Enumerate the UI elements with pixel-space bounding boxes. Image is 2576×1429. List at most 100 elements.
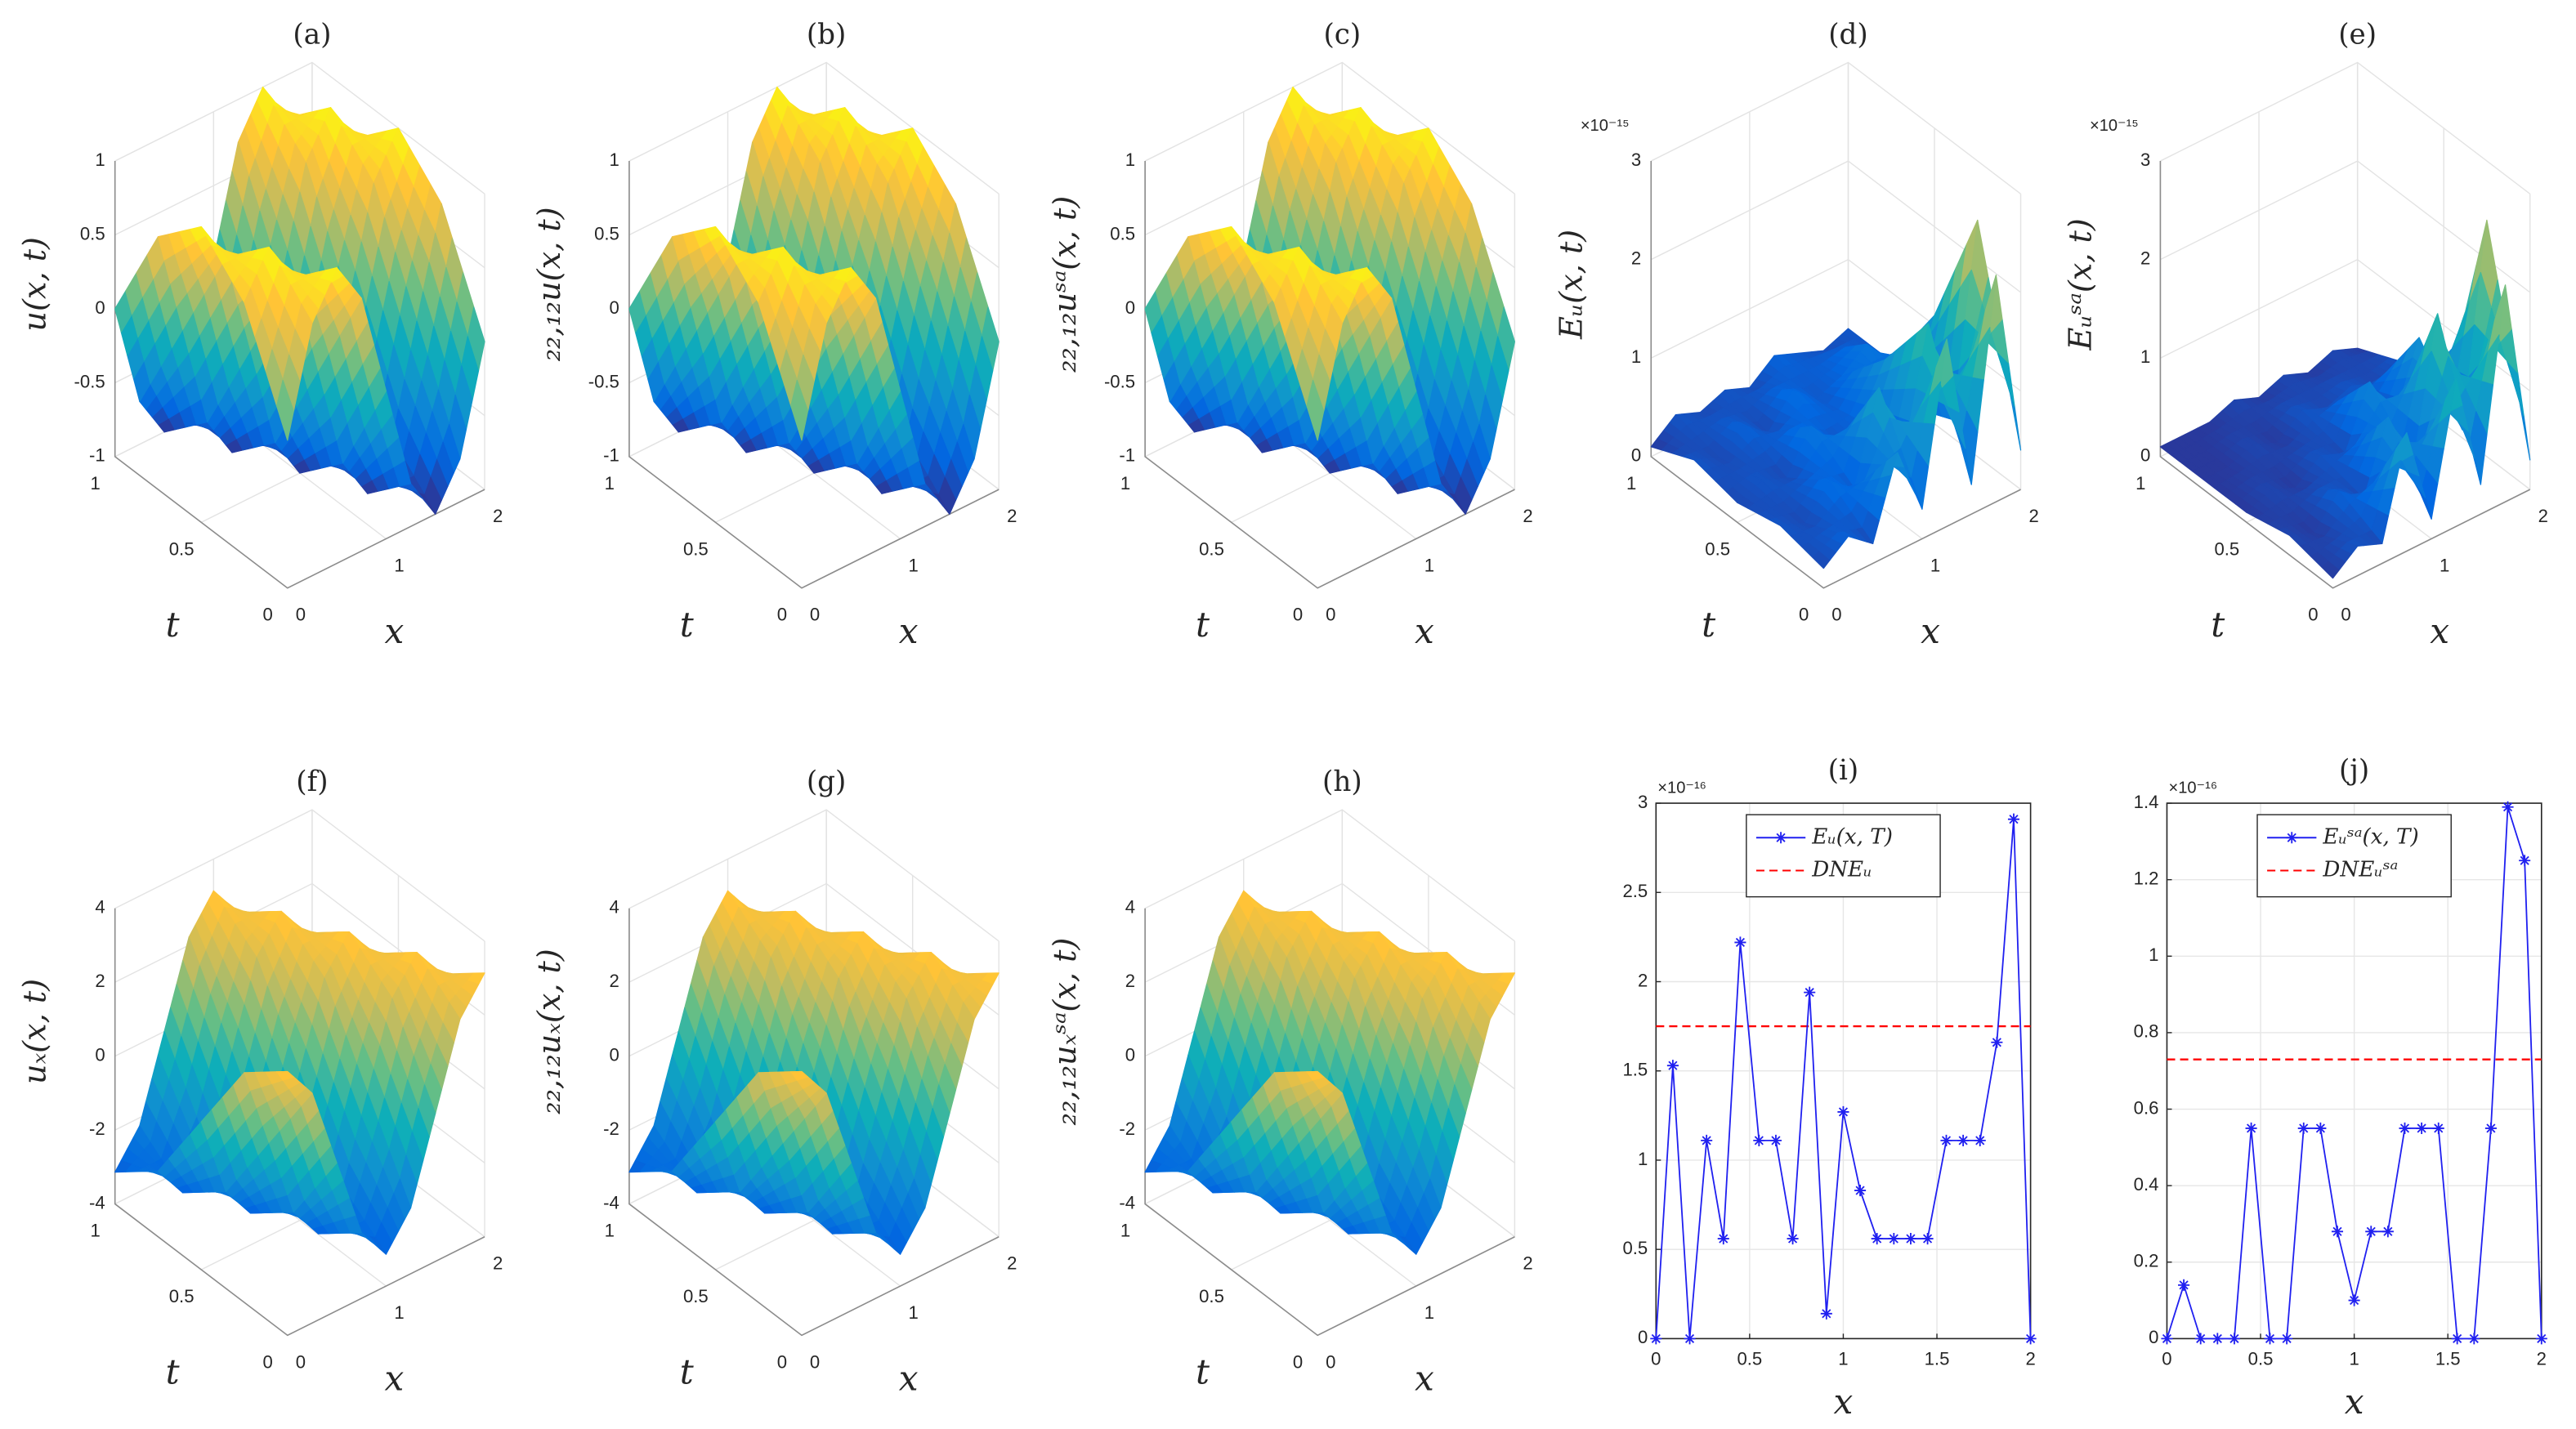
y-tick-label: 0: [777, 1351, 787, 1372]
panel-title: (a): [293, 18, 331, 51]
axis-line: [628, 908, 1000, 1337]
x-tick-label: 0: [1651, 1348, 1661, 1369]
z-tick-label: 0: [1125, 297, 1135, 318]
x-axis-label: x: [1921, 611, 1940, 651]
legend-box: [1746, 814, 1941, 898]
y-tick-label: 2: [1638, 970, 1648, 990]
panel-title: (h): [1322, 766, 1362, 798]
y-tick-label: 1: [605, 473, 615, 493]
data-point: [2161, 1333, 2173, 1345]
z-tick-label: -2: [89, 1119, 105, 1139]
y-axis-label: t: [2211, 605, 2225, 645]
data-point: [1717, 1233, 1729, 1245]
surface-panel: 0 1 2 3 0 1 2 0 0.5 1 (e) Eᵤˢᵃ(x, t) x t ×10⁻¹⁵: [2063, 18, 2548, 651]
x-axis-label: x: [1415, 1359, 1434, 1399]
y-tick-label: 0: [263, 1351, 273, 1372]
z-tick-label: 0.5: [1110, 223, 1135, 243]
axis-line: [114, 908, 485, 1337]
x-tick-label: 0: [296, 605, 306, 625]
legend-label: DNEᵤ: [1811, 857, 1872, 882]
x-axis-label: x: [385, 1359, 405, 1399]
data-point: [2432, 1122, 2444, 1134]
x-tick-label: 0: [2341, 605, 2350, 625]
data-point: [1991, 1036, 2003, 1048]
y-tick-label: 0.8: [2134, 1021, 2159, 1042]
z-tick-label: -2: [1119, 1119, 1135, 1139]
axes-box: [1655, 802, 2032, 1340]
surface-patch: [275, 379, 294, 441]
z-tick-label: 0: [95, 1044, 105, 1065]
data-point: [2468, 1333, 2480, 1345]
data-point: [2178, 1279, 2190, 1291]
legend-box: [2256, 814, 2452, 898]
panel-title: (f): [296, 766, 328, 798]
y-tick-label: 1.2: [2134, 869, 2159, 889]
x-tick-label: 1: [1424, 1302, 1434, 1323]
z-tick-label: 1: [2140, 346, 2150, 367]
x-tick-label: 2: [2537, 1348, 2547, 1369]
panel-title: (d): [1828, 18, 1868, 51]
z-tick-label: -0.5: [1104, 371, 1135, 391]
z-tick-label: 4: [610, 897, 619, 918]
y-tick-label: 0: [1293, 605, 1303, 625]
data-point: [1888, 1233, 1900, 1245]
z-tick-label: 0: [2140, 445, 2150, 466]
surface-panel: -4 -2 0 2 4 0 1 2 0 0.5 1 (g) ₂₂,₁₂uₓ(x, t) x t: [532, 766, 1017, 1399]
data-point: [2451, 1333, 2463, 1345]
x-tick-label: 1: [2349, 1348, 2359, 1369]
data-point: [1650, 1333, 1662, 1345]
x-tick-label: 2: [1007, 506, 1017, 526]
x-tick-label: 2: [2025, 1348, 2035, 1369]
x-tick-label: 1: [909, 1302, 919, 1323]
z-axis-label: u(x, t): [18, 237, 54, 332]
y-axis-label: t: [1196, 1352, 1210, 1392]
x-tick-label: 2: [1007, 1253, 1017, 1274]
z-tick-label: 1: [610, 150, 619, 170]
data-point: [1940, 1134, 1952, 1146]
surface-patch: [2512, 379, 2531, 461]
x-tick-label: 2: [493, 506, 503, 526]
axis-multiplier: ×10⁻¹⁵: [1581, 117, 1630, 135]
z-tick-label: 0: [95, 297, 105, 318]
x-tick-label: 1: [1424, 555, 1434, 575]
x-axis-label: x: [1415, 611, 1434, 651]
x-tick-label: 2: [1523, 1253, 1532, 1274]
y-tick-label: 2.5: [1622, 881, 1648, 901]
z-tick-label: 4: [95, 897, 105, 918]
y-tick-label: 1: [2149, 944, 2158, 965]
surface-patch: [790, 1070, 809, 1081]
panel-title: (c): [1323, 18, 1361, 51]
data-point: [1684, 1333, 1696, 1345]
y-axis-label: t: [166, 605, 181, 645]
y-tick-label: 0.5: [1622, 1238, 1648, 1258]
z-axis-label: Eᵤ(x, t): [1554, 230, 1590, 340]
y-tick-label: 0: [777, 605, 787, 625]
panel-title: (e): [2338, 18, 2377, 51]
data-point: [1957, 1134, 1970, 1146]
y-tick-label: 1: [2135, 473, 2145, 493]
data-point: [2519, 855, 2531, 867]
y-tick-label: 1: [1638, 1149, 1648, 1169]
x-tick-label: 1: [394, 1302, 404, 1323]
y-tick-label: 0.5: [169, 538, 195, 559]
y-axis-label: t: [166, 1352, 181, 1392]
x-tick-label: 1.5: [2435, 1348, 2461, 1369]
surface-patch: [275, 1070, 294, 1081]
data-point: [1769, 1134, 1782, 1146]
z-tick-label: 4: [1125, 897, 1135, 918]
x-tick-label: 2: [1523, 506, 1532, 526]
z-tick-label: -1: [89, 445, 105, 466]
y-tick-label: 0.4: [2134, 1174, 2159, 1195]
line-panel: 0 0.5 1 1.5 2 2.5 3 0 0.5 1 1.5 2 Eᵤ(x, T) DNEᵤ (i) x ×1…: [1622, 754, 2037, 1422]
legend-marker: [2286, 832, 2298, 844]
data-point: [2245, 1122, 2257, 1134]
z-tick-label: 2: [2140, 248, 2150, 269]
axis-multiplier: ×10⁻¹⁵: [2090, 117, 2139, 135]
axes-box: [2166, 802, 2542, 1340]
z-tick-label: -0.5: [74, 371, 105, 391]
x-axis-label: x: [385, 611, 405, 651]
legend-label: Eᵤ(x, T): [1811, 824, 1893, 849]
x-tick-label: 0: [1326, 605, 1335, 625]
axis-line: [1650, 161, 2021, 589]
data-point: [2484, 1122, 2497, 1134]
